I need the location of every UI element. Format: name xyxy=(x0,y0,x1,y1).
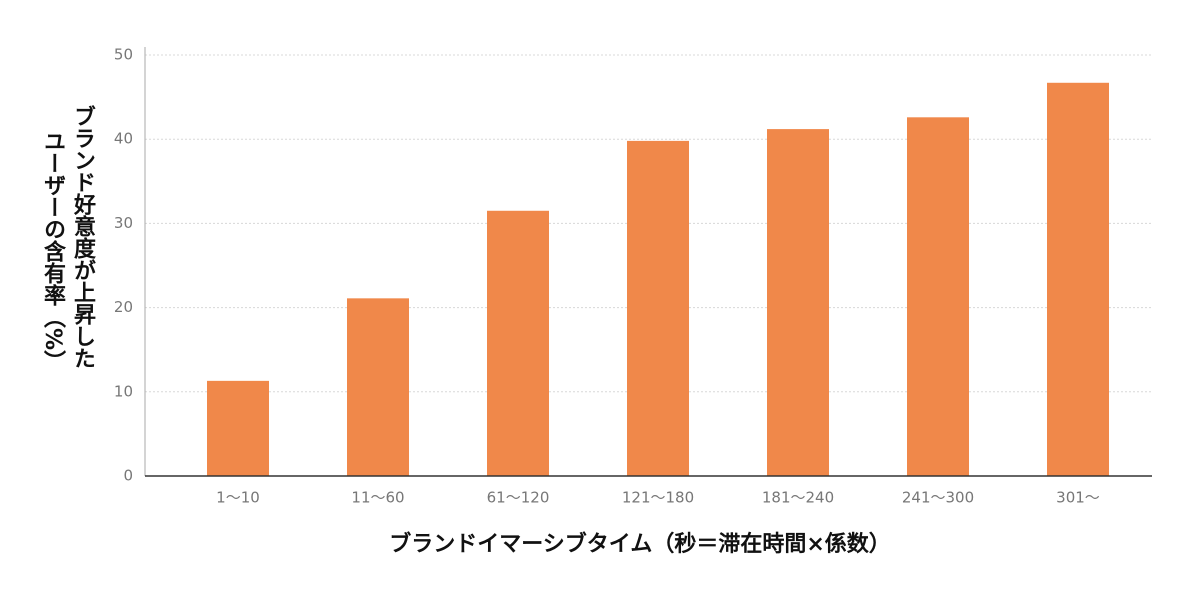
x-axis-label: ブランドイマーシブタイム（秒＝滞在時間×係数） xyxy=(389,531,891,557)
bar xyxy=(487,210,549,476)
bar xyxy=(207,380,269,476)
x-tick-label: 241〜300 xyxy=(902,489,974,507)
y-tick-label: 50 xyxy=(114,46,133,64)
x-tick-label: 1〜10 xyxy=(216,489,260,507)
y-tick-label: 40 xyxy=(114,130,133,148)
y-axis-label: ブランド好意度が上昇した xyxy=(70,104,97,369)
x-tick-label: 61〜120 xyxy=(487,489,550,507)
bar xyxy=(767,129,829,476)
bar xyxy=(907,117,969,477)
bar xyxy=(347,298,409,476)
y-tick-label: 30 xyxy=(114,214,133,232)
x-tick-label: 181〜240 xyxy=(762,489,834,507)
y-axis-label: ユーザーの含有率（%） xyxy=(40,130,66,372)
y-tick-label: 0 xyxy=(123,467,133,485)
x-tick-label: 11〜60 xyxy=(351,489,404,507)
y-tick-label: 10 xyxy=(114,382,133,400)
y-tick-label: 20 xyxy=(114,298,133,316)
x-tick-label: 121〜180 xyxy=(622,489,694,507)
bar xyxy=(627,140,689,476)
bar xyxy=(1047,82,1109,476)
x-tick-label: 301〜 xyxy=(1056,489,1100,507)
